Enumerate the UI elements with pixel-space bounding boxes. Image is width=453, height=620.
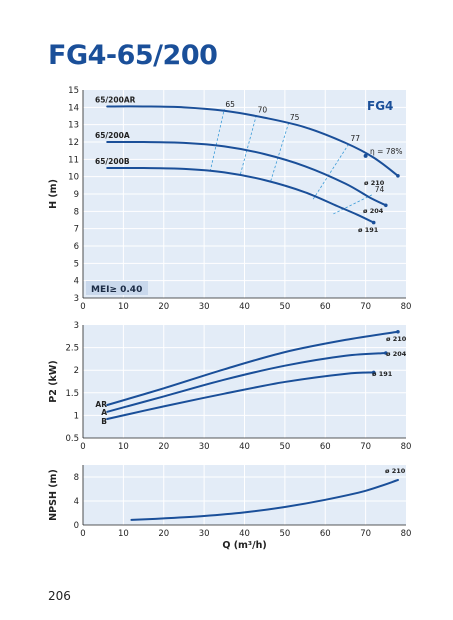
head-curve-end-point-1 [384,203,388,208]
efficiency-label-75: 75 [290,113,300,122]
head-end-label-2: ø 191 [358,226,379,234]
head-y-tick-label: 7 [74,225,79,235]
head-y-tick-label: 4 [74,277,79,287]
head-curve-1 [106,140,387,207]
power-end-label-0: ø 210 [386,335,407,343]
power-y-axis-label: P2 (kW) [48,360,59,402]
page-number: 206 [48,589,71,603]
power-x-tick-label: 50 [279,442,290,452]
head-series-name-0: 65/200AR [95,95,136,104]
head-y-tick-label: 5 [74,259,79,269]
head-x-tick-label: 80 [401,302,412,312]
power-end-label-1: ø 204 [386,350,407,358]
power-curve-2 [106,371,375,421]
efficiency-line-70 [240,114,257,175]
power-curve-end-point-0 [396,329,400,334]
page-title: FG4-65/200 [48,40,218,71]
npsh-x-tick-label: 70 [360,529,371,539]
head-y-tick-label: 14 [68,103,79,113]
efficiency-label-65: 65 [225,100,235,109]
head-y-tick-label: 10 [68,173,79,183]
power-x-tick-label: 30 [199,442,210,452]
head-y-tick-label: 11 [68,155,79,165]
head-x-tick-label: 40 [239,302,250,312]
head-y-tick-label: 9 [74,190,79,200]
head-series-name-1: 65/200A [95,131,130,140]
power-x-tick-label: 60 [320,442,331,452]
efficiency-line-74 [333,193,374,215]
eta-label: η = 78% [370,147,402,156]
power-end-label-2: ø 191 [372,370,393,378]
power-y-tick-label: 0.5 [65,434,79,444]
head-x-tick-label: 70 [360,302,371,312]
power-curve-0 [106,330,399,406]
head-curve-end-point-2 [371,220,376,225]
npsh-x-tick-label: 20 [158,529,169,539]
power-y-tick-label: 3 [74,321,79,331]
head-x-tick-label: 20 [158,302,169,312]
head-x-tick-label: 30 [199,302,210,312]
efficiency-line-75 [270,121,290,182]
head-curve-end-point-0 [396,174,400,178]
panel-label-fg4: FG4 [367,99,393,113]
npsh-x-tick-label: 0 [80,529,85,539]
efficiency-line-65 [209,108,225,172]
head-x-tick-label: 10 [118,302,129,312]
npsh-x-tick-label: 40 [239,529,250,539]
head-x-tick-label: 50 [279,302,290,312]
head-curve-0 [106,105,399,177]
power-x-tick-label: 70 [360,442,371,452]
head-y-axis-label: H (m) [48,179,59,209]
npsh-x-tick-label: 30 [199,529,210,539]
mei-badge-label: MEI≥ 0.40 [91,285,142,295]
npsh-x-tick-label: 50 [279,529,290,539]
npsh-x-tick-label: 80 [401,529,412,539]
eta-best-point [363,153,368,158]
power-series-name-1: A [101,408,107,417]
power-curve-end-point-1 [384,351,388,355]
power-x-tick-label: 40 [239,442,250,452]
mei-badge [86,281,148,295]
efficiency-label-77: 77 [350,134,360,143]
npsh-y-tick-label: 0 [74,521,79,531]
head-x-tick-label: 0 [80,302,85,312]
power-x-tick-label: 20 [158,442,169,452]
npsh-x-axis-label: Q (m³/h) [222,540,266,551]
head-y-tick-label: 13 [68,121,79,131]
npsh-end-label: ø 210 [385,467,406,475]
power-series-name-2: B [101,417,107,426]
npsh-x-tick-label: 10 [118,529,129,539]
power-series-name-0: AR [95,400,107,409]
npsh-y-tick-label: 8 [74,473,79,483]
power-curve-end-point-2 [371,370,376,375]
head-curve-2 [106,166,375,224]
head-x-tick-label: 60 [320,302,331,312]
head-series-name-2: 65/200B [95,157,130,166]
npsh-curve-0 [130,479,399,521]
efficiency-label-74: 74 [375,185,385,194]
power-curve-1 [106,352,387,413]
power-y-tick-label: 1 [74,411,79,421]
head-y-tick-label: 3 [74,294,79,304]
power-x-tick-label: 80 [401,442,412,452]
head-end-label-0: ø 210 [364,179,385,187]
npsh-y-axis-label: NPSH (m) [48,469,59,521]
head-y-tick-label: 15 [68,86,79,96]
head-y-tick-label: 6 [74,242,79,252]
efficiency-label-70: 70 [258,105,268,114]
efficiency-line-77 [312,142,350,200]
npsh-y-tick-label: 4 [74,497,79,507]
power-x-tick-label: 10 [118,442,129,452]
head-end-label-1: ø 204 [363,207,384,215]
power-y-tick-label: 2 [74,366,79,376]
head-y-tick-label: 8 [74,207,79,217]
power-x-tick-label: 0 [80,442,85,452]
power-y-tick-label: 2.5 [65,344,79,354]
npsh-x-tick-label: 60 [320,529,331,539]
power-y-tick-label: 1.5 [65,389,79,399]
head-y-tick-label: 12 [68,138,79,148]
